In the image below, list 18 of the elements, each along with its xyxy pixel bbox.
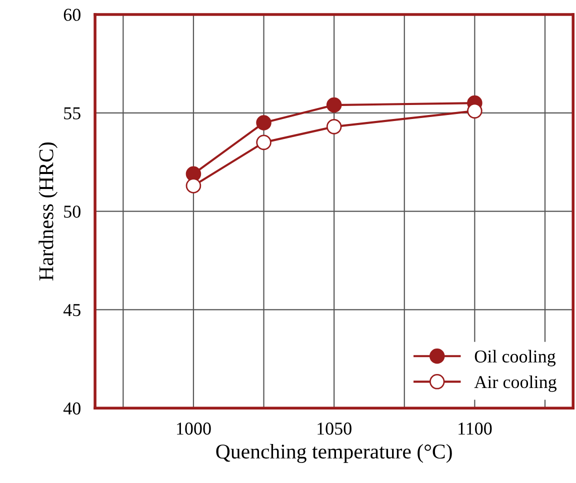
point — [186, 178, 202, 194]
point — [326, 119, 342, 134]
y-tick-label: 60 — [64, 8, 80, 21]
point — [256, 134, 272, 150]
x-tick-label: 1100 — [458, 422, 492, 435]
y-axis-title: Hardness (HRC) — [38, 142, 58, 280]
point — [326, 97, 342, 113]
x-tick-label: 1000 — [177, 422, 211, 435]
x-tick-label: 1050 — [318, 422, 352, 435]
legend-label: Oil cooling — [474, 350, 556, 366]
x-axis-title: Quenching temperature (°C) — [216, 444, 452, 463]
y-tick-label: 40 — [63, 402, 80, 415]
y-tick-label: 45 — [63, 304, 80, 316]
point — [256, 115, 272, 130]
legend-label: Air cooling — [474, 375, 557, 392]
y-tick-label: 55 — [64, 107, 80, 120]
point — [467, 103, 482, 119]
y-tick-label: 50 — [64, 206, 80, 218]
